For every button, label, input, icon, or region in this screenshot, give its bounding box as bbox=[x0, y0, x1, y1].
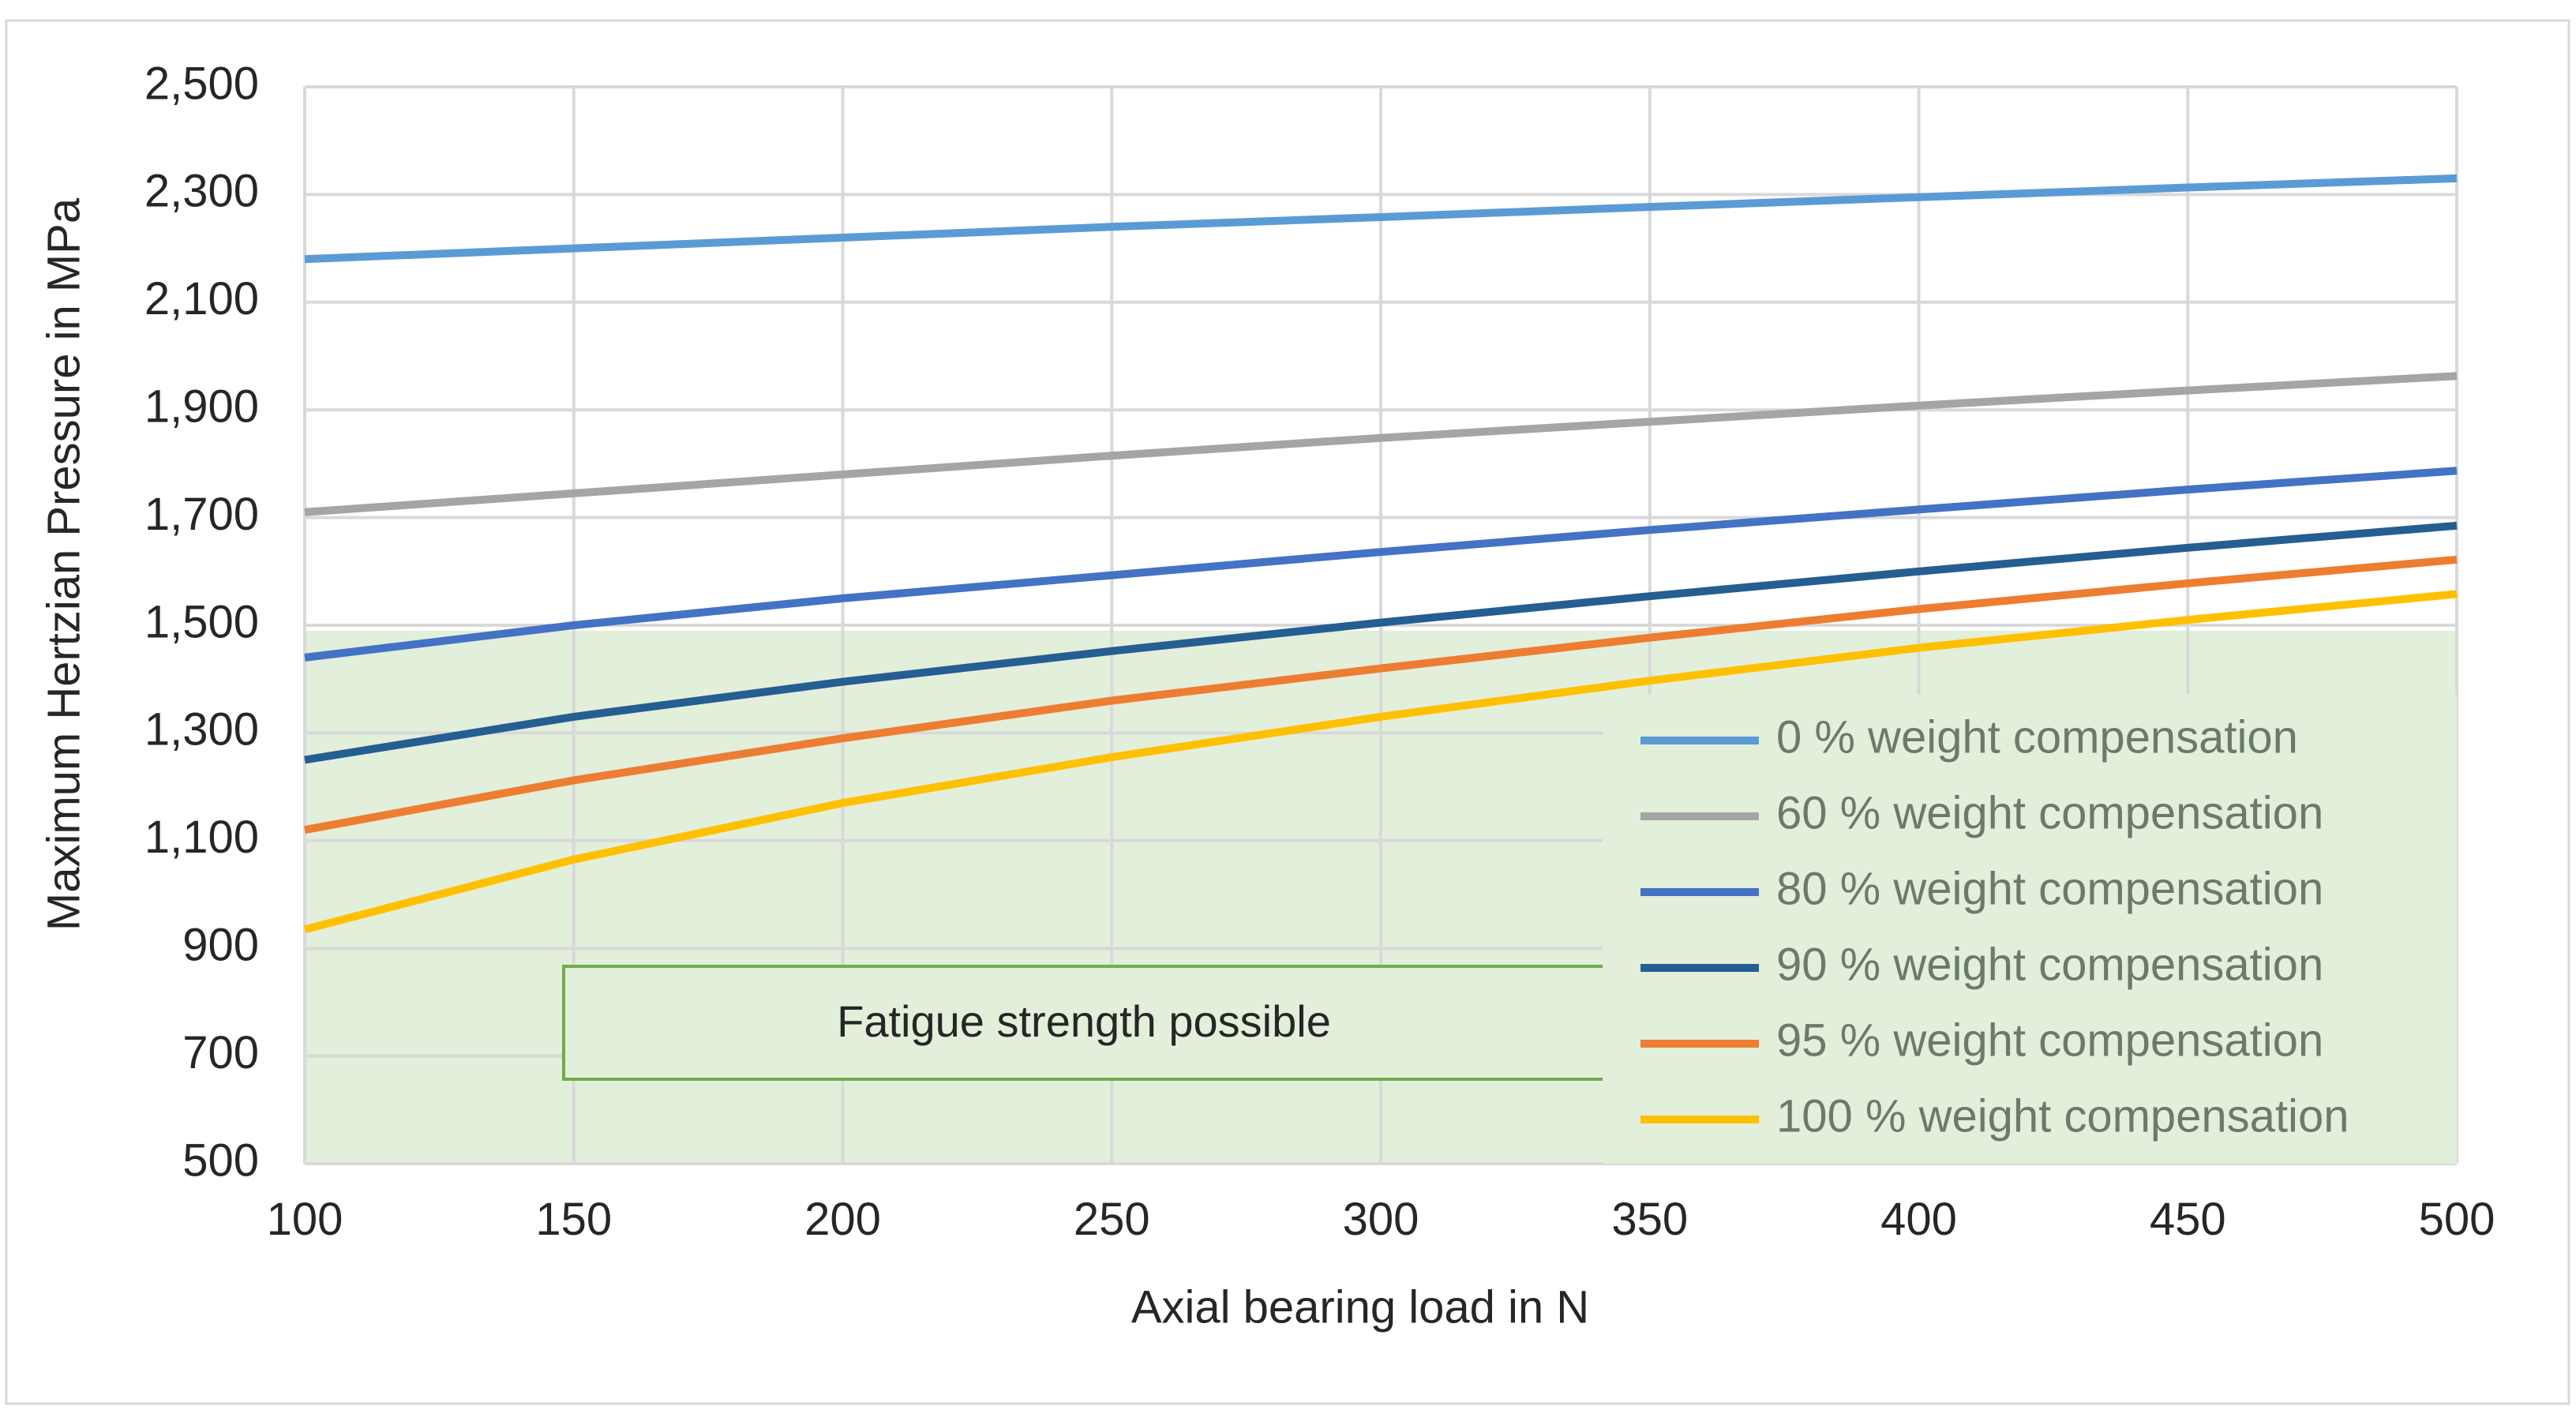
series-line-3 bbox=[304, 521, 2458, 764]
x-axis-title: Axial bearing load in N bbox=[1131, 1281, 1589, 1333]
y-axis-title: Maximum Hertzian Pressure in MPa bbox=[38, 197, 89, 931]
x-tick-label: 250 bbox=[1074, 1194, 1150, 1245]
y-axis: 500 700 900 1,100 1,300 1,500 1,700 1,900 2,100 2… bbox=[144, 58, 259, 1186]
legend-label-0: 0 % weight compensation bbox=[1776, 711, 2298, 763]
y-tick-label: 2,100 bbox=[144, 273, 259, 324]
y-tick-label: 2,300 bbox=[144, 166, 259, 217]
fatigue-label: Fatigue strength possible bbox=[837, 996, 1331, 1046]
x-tick-label: 200 bbox=[804, 1194, 881, 1245]
legend-background bbox=[1603, 695, 2457, 1164]
y-tick-label: 900 bbox=[182, 920, 259, 971]
y-tick-label: 1,100 bbox=[144, 812, 259, 863]
x-tick-label: 450 bbox=[2150, 1194, 2226, 1245]
series-lines bbox=[303, 174, 2458, 934]
y-tick-label: 1,300 bbox=[144, 704, 259, 756]
y-tick-label: 2,500 bbox=[144, 58, 259, 109]
x-tick-label: 500 bbox=[2419, 1194, 2495, 1245]
legend: 0 % weight compensation 60 % weight compe… bbox=[1603, 695, 2457, 1164]
y-tick-label: 500 bbox=[182, 1134, 259, 1186]
x-tick-label: 350 bbox=[1611, 1194, 1688, 1245]
legend-label-3: 90 % weight compensation bbox=[1776, 939, 2323, 990]
y-tick-label: 1,900 bbox=[144, 381, 259, 433]
legend-label-5: 100 % weight compensation bbox=[1776, 1090, 2349, 1142]
x-axis: 100 150 200 250 300 350 400 450 500 bbox=[267, 1194, 2495, 1245]
fatigue-label-box bbox=[562, 965, 1606, 1081]
y-tick-label: 1,500 bbox=[144, 596, 259, 647]
y-tick-label: 700 bbox=[182, 1027, 259, 1078]
series-line-2 bbox=[304, 467, 2458, 662]
series-line-1 bbox=[304, 372, 2458, 516]
legend-label-2: 80 % weight compensation bbox=[1776, 863, 2323, 914]
x-tick-label: 150 bbox=[535, 1194, 612, 1245]
x-tick-label: 100 bbox=[267, 1194, 343, 1245]
x-tick-label: 300 bbox=[1343, 1194, 1419, 1245]
series-line-5 bbox=[303, 590, 2458, 934]
legend-label-4: 95 % weight compensation bbox=[1776, 1014, 2323, 1066]
series-line-0 bbox=[304, 174, 2458, 264]
legend-label-1: 60 % weight compensation bbox=[1776, 787, 2323, 838]
x-tick-label: 400 bbox=[1880, 1194, 1957, 1245]
series-line-4 bbox=[304, 555, 2458, 834]
y-tick-label: 1,700 bbox=[144, 489, 259, 540]
